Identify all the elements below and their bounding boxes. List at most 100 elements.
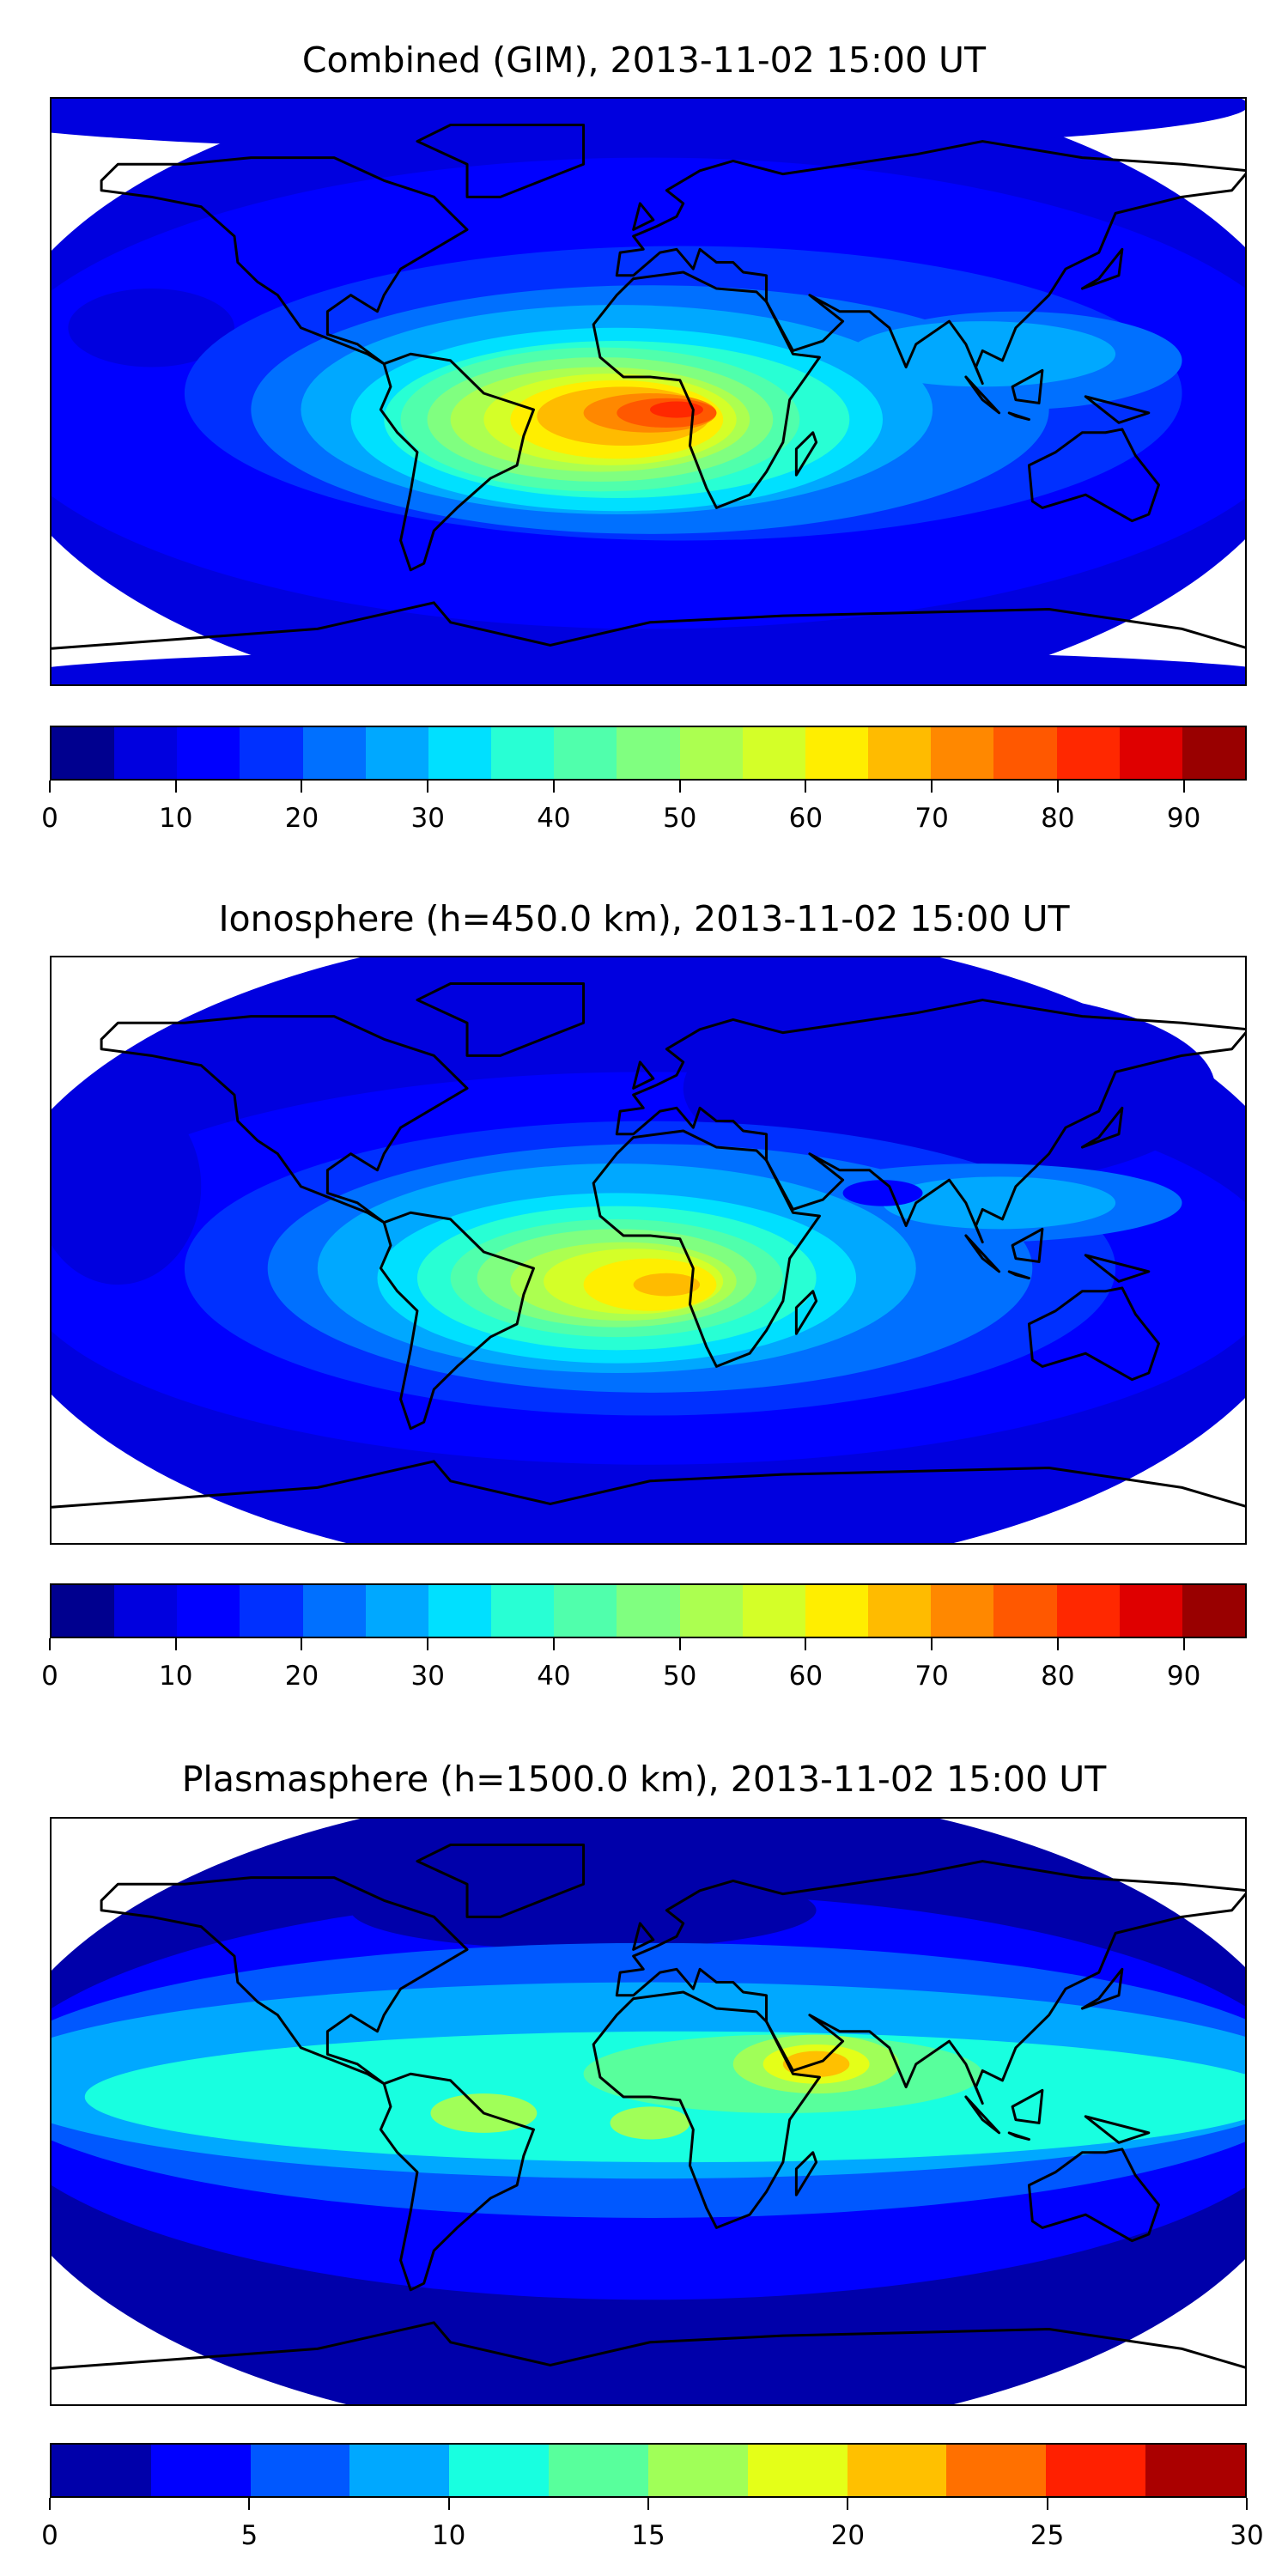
colorbar-tick-label: 30 — [410, 803, 445, 834]
coastline — [1011, 2088, 1044, 2124]
coastline — [1011, 1227, 1044, 1263]
colorbar-segment — [747, 2445, 848, 2496]
colorbar-segment — [742, 727, 805, 779]
coastline — [964, 2095, 1001, 2135]
colorbar-tick-mark — [647, 2498, 649, 2510]
coastline — [1084, 1254, 1151, 1283]
colorbar-tick-label: 90 — [1166, 1661, 1201, 1692]
map-plot — [50, 97, 1247, 686]
coastline — [416, 1843, 586, 1918]
colorbar-tick-label: 0 — [41, 2520, 58, 2551]
colorbar-segment — [868, 727, 932, 779]
colorbar-segment — [52, 727, 115, 779]
contour-region — [52, 99, 1245, 151]
colorbar-tick-mark — [174, 1638, 177, 1650]
coastline — [615, 999, 1245, 1244]
colorbar-tick-mark — [1182, 1638, 1185, 1650]
colorbar-tick-label: 40 — [537, 803, 571, 834]
coastline — [794, 1290, 818, 1335]
contour-region — [842, 1180, 923, 1206]
colorbar-tick-label: 70 — [914, 803, 949, 834]
colorbar-tick-mark — [427, 781, 429, 793]
colorbar-tick-label: 70 — [914, 1661, 949, 1692]
coastline — [1007, 2131, 1030, 2141]
coastline — [1027, 1286, 1160, 1382]
contour-region — [68, 289, 234, 368]
colorbar-tick-mark — [248, 2498, 251, 2510]
colorbar-tick-mark — [301, 1638, 303, 1650]
colorbar-segment — [1182, 727, 1245, 779]
colorbar-segment — [114, 1585, 178, 1637]
colorbar-tick-label: 0 — [41, 803, 58, 834]
coastline — [1011, 368, 1044, 404]
coastline-antarctica — [52, 1460, 1245, 1509]
colorbar-tick-mark — [447, 2498, 450, 2510]
colorbar-tick-label: 0 — [41, 1661, 58, 1692]
colorbar-tick-mark — [301, 781, 303, 793]
colorbar-tick-mark — [805, 781, 807, 793]
colorbar-tick-mark — [1182, 781, 1185, 793]
colorbar-segment — [1046, 2445, 1146, 2496]
colorbar-segment — [449, 2445, 550, 2496]
map-plot — [50, 956, 1247, 1545]
coastline — [1007, 411, 1030, 421]
colorbar-tick-label: 30 — [1230, 2520, 1264, 2551]
coastline — [964, 1234, 1001, 1273]
colorbar-tick-label: 5 — [240, 2520, 258, 2551]
coastline — [379, 2072, 535, 2292]
colorbar-segment — [114, 727, 178, 779]
colorbar-segment — [177, 1585, 240, 1637]
colorbar-tick-mark — [1056, 781, 1059, 793]
coastline — [964, 375, 1001, 415]
colorbar-segment — [491, 1585, 555, 1637]
colorbar-segment — [805, 1585, 869, 1637]
colorbar-segment — [1056, 727, 1120, 779]
colorbar-tick-label: 80 — [1041, 803, 1075, 834]
coastline — [592, 1129, 821, 1368]
coastline — [1007, 1270, 1030, 1279]
colorbar-tick-mark — [805, 1638, 807, 1650]
coastline — [592, 270, 821, 509]
colorbar-segment — [946, 2445, 1047, 2496]
colorbar-segment — [428, 1585, 492, 1637]
colorbar-tick-label: 50 — [662, 1661, 697, 1692]
colorbar-segment — [365, 727, 428, 779]
colorbar-segment — [617, 727, 680, 779]
map-plot — [50, 1817, 1247, 2406]
colorbar-segment — [1182, 1585, 1245, 1637]
coastline-antarctica — [52, 2321, 1245, 2370]
colorbar-segment — [931, 1585, 994, 1637]
panel-title: Combined (GIM), 2013-11-02 15:00 UT — [301, 39, 987, 81]
coastline — [794, 2151, 818, 2196]
colorbar-tick-label: 10 — [431, 2520, 466, 2551]
colorbar-tick-mark — [49, 1638, 51, 1650]
coastline — [794, 431, 818, 477]
coastline — [100, 1015, 469, 1224]
coastline — [100, 1876, 469, 2086]
coastline — [1080, 1967, 1124, 2010]
coastline — [632, 1922, 655, 1951]
coastline-antarctica — [52, 601, 1245, 650]
colorbar-segment — [491, 727, 555, 779]
colorbar-tick-label: 80 — [1041, 1661, 1075, 1692]
coastline — [1027, 2148, 1160, 2243]
coastline — [416, 123, 586, 198]
coastline — [100, 156, 469, 366]
coastline — [416, 981, 586, 1057]
colorbar-segment — [679, 727, 743, 779]
colorbar-tick-label: 25 — [1030, 2520, 1065, 2551]
colorbar-tick-mark — [678, 1638, 681, 1650]
colorbar-tick-label: 90 — [1166, 803, 1201, 834]
colorbar-segment — [177, 727, 240, 779]
colorbar-segment — [302, 1585, 366, 1637]
coastline — [615, 140, 1245, 386]
colorbar-segment — [240, 727, 303, 779]
colorbar-tick-mark — [931, 1638, 933, 1650]
colorbar-tick-label: 50 — [662, 803, 697, 834]
panel-title: Ionosphere (h=450.0 km), 2013-11-02 15:0… — [218, 898, 1070, 939]
contour-region — [883, 1176, 1116, 1230]
contour-region — [610, 2106, 690, 2140]
colorbar-tick-mark — [427, 1638, 429, 1650]
colorbar-tick-label: 60 — [788, 1661, 823, 1692]
colorbar-tick-label: 30 — [410, 1661, 445, 1692]
